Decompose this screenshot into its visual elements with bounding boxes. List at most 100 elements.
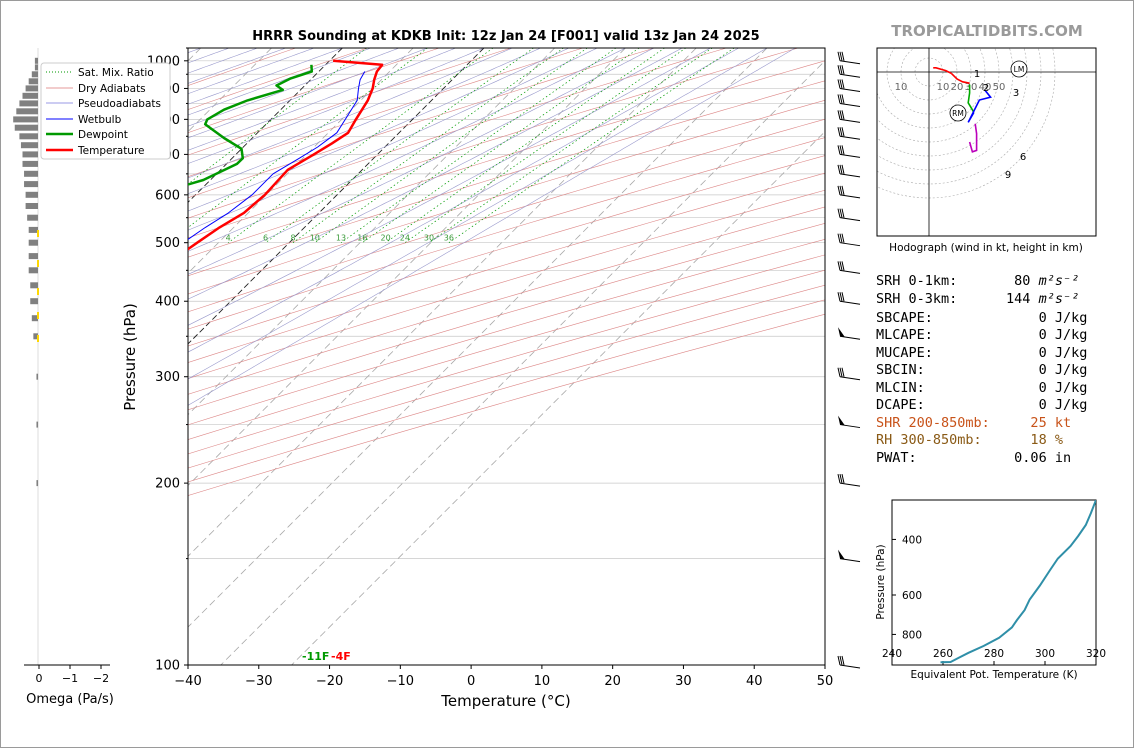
wetbulb-line [188,71,366,240]
stat-value: 0 [989,362,1047,378]
omega-bar [22,92,38,99]
omega-bar [28,226,38,233]
pseudoadiabat [188,48,428,139]
stat-unit: % [1046,432,1063,448]
stat-label: PWAT: [876,450,990,466]
stat-value: 18 [989,432,1047,448]
y-tick-label: 200 [155,477,180,492]
height-label: 9 [1005,170,1011,181]
x-tick-label: 0 [467,674,475,689]
stat-label: MLCAPE: [876,327,990,343]
stat-unit: J/kg [1046,380,1088,396]
barb-staff [839,73,861,78]
mixing-ratio-line [404,48,687,243]
dry-adiabat [188,60,825,258]
omega-bar [24,170,39,177]
theta-e-panel: 240 260 280 300 320 400 600 800 Equivalent Pot.… [875,499,1106,681]
mixing-ratio-label: 30 [424,234,434,243]
pseudoadiabat [188,48,485,164]
theta-x-tick-label: 320 [1086,648,1106,660]
x-tick-label: 50 [817,674,834,689]
stat-unit: m²s⁻² [1030,291,1080,307]
barb-feather [837,65,841,75]
y-tick-label: 300 [155,370,180,385]
hodograph-segment [967,84,975,113]
stat-row: DCAPE: 0 J/kg [876,397,1087,414]
pseudoadiabat [188,48,569,212]
barb-feather [841,185,845,195]
barb-staff [839,135,861,140]
omega-bar [36,373,39,380]
height-label: 1 [974,69,980,80]
omega-bar-positive [37,230,39,237]
stat-row: SRH 0-3km: 144 m²s⁻² [876,291,1079,308]
stat-value: 0 [989,327,1047,343]
x-axis-label: Temperature (°C) [440,692,570,710]
mixing-ratio-label: 6 [263,234,268,243]
stat-unit: kt [1046,415,1072,431]
pseudoadiabat [188,48,541,195]
x-tick-label: −30 [245,674,272,689]
legend-entry: Temperature [77,145,145,157]
barb-feather [841,655,845,666]
mixing-ratio-label: 16 [357,234,367,243]
omega-tick-label: 0 [36,672,43,685]
skewt-plot: 1 2 4 6 8 10 13 16 20 24 30 36 −40 −30 −20 −10 0 10 20 30 4… [121,47,834,710]
omega-bar [20,142,39,149]
stat-row: MLCIN: 0 J/kg [876,380,1087,397]
x-tick-label: 10 [534,674,551,689]
dry-adiabat [188,48,368,110]
theta-y-axis-label: Pressure (hPa) [875,544,887,619]
pseudoadiabat [188,48,654,275]
mixing-ratio-line [385,48,665,243]
theta-x-axis-label: Equivalent Pot. Temperature (K) [910,669,1077,681]
barb-feather [841,110,845,120]
barb-feather [837,233,841,243]
omega-bar [25,191,38,198]
barb-staff [839,194,861,199]
pseudoadiabat [188,48,371,116]
stat-row: SBCAPE: 0 J/kg [876,310,1087,327]
hodograph-segment [968,123,978,153]
dry-adiabat [188,299,825,483]
pseudoadiabat [188,48,739,353]
omega-bar [22,160,38,167]
legend-entry: Wetbulb [78,114,122,126]
mixing-ratio-line [292,48,564,243]
mixing-ratio-line [227,48,494,243]
barb-feather [837,164,841,174]
theta-y-tick-label: 400 [902,534,922,546]
barb-feather [841,94,845,104]
stat-value: 144 [989,291,1031,307]
barb-staff [839,60,861,65]
y-tick-label: 600 [155,188,180,203]
stat-row: SHR 200-850mb: 25 kt [876,415,1071,432]
barb-flag [838,415,845,426]
omega-bar [28,253,38,260]
dry-adiabat [188,48,799,239]
height-label: 2 [983,83,989,94]
barb-staff [839,173,861,178]
x-tick-label: −10 [387,674,414,689]
mixing-ratio-label: 10 [310,234,320,243]
stat-unit: J/kg [1046,327,1088,343]
stat-unit: in [1046,450,1072,466]
omega-bar [28,267,38,274]
omega-bar [30,298,39,305]
hodograph-ring-label: 30 [965,82,978,93]
barb-staff [839,664,861,669]
omega-bar [36,421,39,428]
omega-bar [19,100,38,107]
barb-feather [841,127,845,137]
pseudoadiabat [188,48,400,127]
barb-feather [839,208,843,218]
omega-bar [28,239,38,246]
y-tick-label: 100 [155,659,180,674]
barb-staff [839,87,861,92]
barb-flag [838,327,845,338]
mixing-ratio-label: 8 [290,234,295,243]
barb-staff [839,102,861,107]
omega-tick-label: −2 [93,672,109,685]
mixing-ratio-label: 36 [444,234,454,243]
